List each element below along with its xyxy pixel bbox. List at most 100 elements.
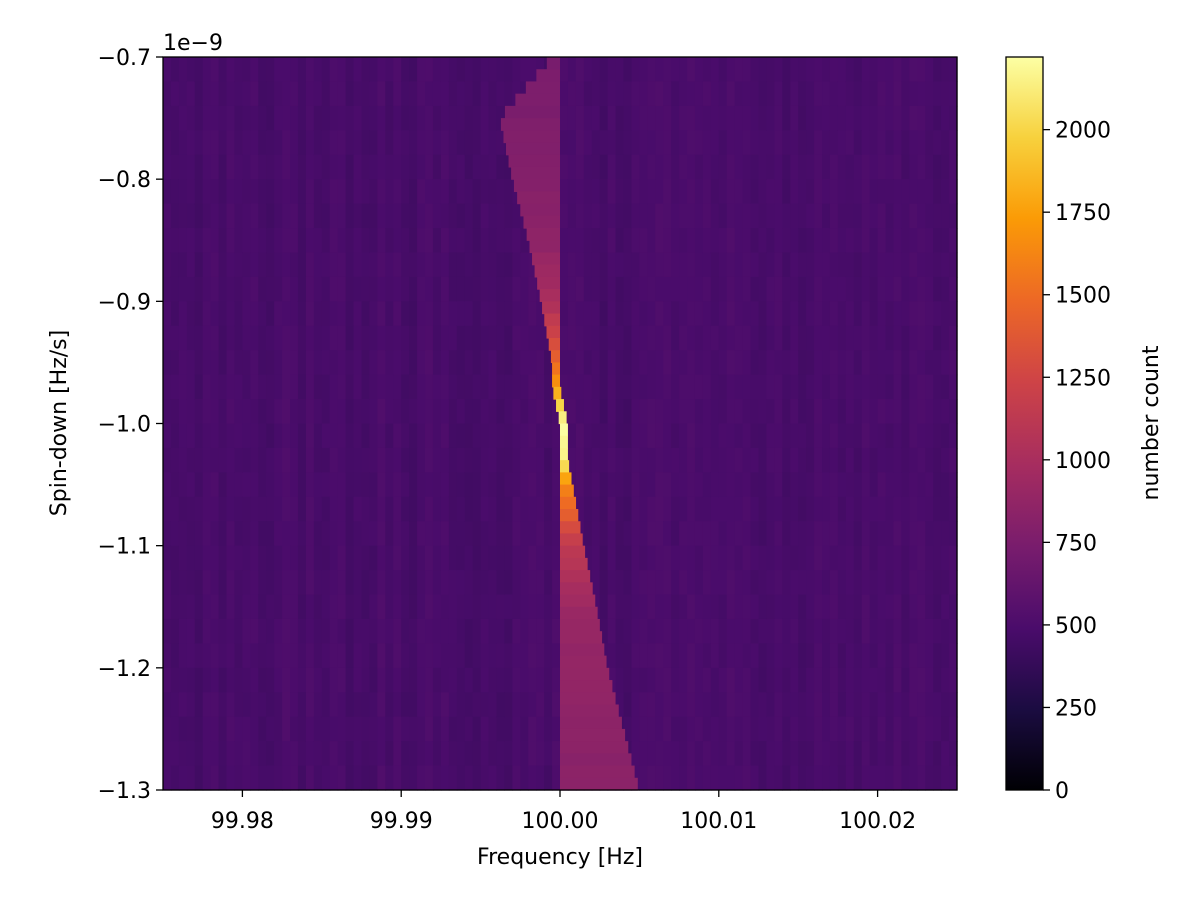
heatmap-cell bbox=[210, 179, 220, 205]
heatmap-cell bbox=[234, 374, 243, 400]
heatmap-cell bbox=[472, 741, 482, 767]
heatmap-cell bbox=[321, 57, 331, 83]
heatmap-cell bbox=[369, 716, 378, 742]
heatmap-cell bbox=[742, 252, 752, 278]
heatmap-cell bbox=[837, 545, 847, 571]
heatmap-cell bbox=[687, 496, 696, 522]
heatmap-cell bbox=[242, 643, 251, 669]
heatmap-cell bbox=[687, 399, 696, 425]
heatmap-cell bbox=[615, 350, 625, 376]
heatmap-cell bbox=[758, 594, 768, 620]
heatmap-cell bbox=[528, 325, 537, 351]
heatmap-cell bbox=[822, 618, 831, 644]
heatmap-cell bbox=[917, 203, 926, 229]
heatmap-cell bbox=[544, 716, 553, 742]
heatmap-cell bbox=[560, 374, 569, 400]
heatmap-cell bbox=[401, 105, 410, 131]
heatmap-cell bbox=[512, 594, 521, 620]
heatmap-cell bbox=[163, 374, 172, 400]
heatmap-cell bbox=[766, 521, 775, 547]
ridge-cell bbox=[537, 276, 560, 290]
heatmap-cell bbox=[290, 276, 299, 302]
heatmap-cell bbox=[631, 374, 640, 400]
heatmap-cell bbox=[496, 545, 506, 571]
heatmap-cell bbox=[941, 350, 950, 376]
heatmap-cell bbox=[186, 350, 196, 376]
heatmap-cell bbox=[345, 643, 355, 669]
heatmap-cell bbox=[623, 228, 633, 254]
heatmap-cell bbox=[655, 130, 664, 156]
heatmap-cell bbox=[440, 618, 450, 644]
heatmap-cell bbox=[742, 301, 752, 327]
heatmap-cell bbox=[575, 447, 585, 473]
heatmap-cell bbox=[694, 447, 704, 473]
heatmap-cell bbox=[790, 252, 799, 278]
heatmap-cell bbox=[822, 692, 831, 718]
heatmap-cell bbox=[258, 570, 267, 596]
heatmap-cell bbox=[472, 521, 482, 547]
heatmap-cell bbox=[274, 423, 283, 449]
heatmap-cell bbox=[258, 203, 267, 229]
heatmap-cell bbox=[313, 252, 323, 278]
heatmap-cell bbox=[861, 399, 871, 425]
heatmap-cell bbox=[226, 472, 236, 498]
heatmap-cell bbox=[774, 643, 783, 669]
heatmap-cell bbox=[742, 130, 752, 156]
heatmap-cell bbox=[345, 496, 355, 522]
heatmap-cell bbox=[528, 350, 537, 376]
heatmap-cell bbox=[750, 521, 760, 547]
heatmap-cell bbox=[178, 692, 188, 718]
heatmap-cell bbox=[829, 447, 839, 473]
heatmap-cell bbox=[432, 105, 442, 131]
heatmap-cell bbox=[464, 496, 474, 522]
heatmap-cell bbox=[488, 423, 498, 449]
heatmap-cell bbox=[560, 350, 569, 376]
heatmap-cell bbox=[464, 594, 474, 620]
heatmap-cell bbox=[845, 252, 855, 278]
heatmap-cell bbox=[321, 472, 331, 498]
heatmap-cell bbox=[790, 325, 799, 351]
heatmap-cell bbox=[432, 618, 442, 644]
heatmap-cell bbox=[337, 350, 347, 376]
heatmap-cell bbox=[226, 594, 236, 620]
heatmap-cell bbox=[949, 741, 958, 767]
heatmap-cell bbox=[464, 57, 474, 83]
heatmap-cell bbox=[274, 179, 283, 205]
x-tick-label: 99.98 bbox=[211, 809, 274, 834]
heatmap-cell bbox=[321, 105, 331, 131]
heatmap-cell bbox=[702, 618, 712, 644]
heatmap-cell bbox=[274, 643, 283, 669]
heatmap-cell bbox=[472, 228, 482, 254]
heatmap-cell bbox=[806, 301, 815, 327]
heatmap-cell bbox=[909, 521, 918, 547]
heatmap-cell bbox=[432, 325, 442, 351]
colorbar-tick-label: 1000 bbox=[1055, 449, 1111, 474]
heatmap-cell bbox=[353, 203, 363, 229]
heatmap-cell bbox=[393, 447, 402, 473]
heatmap-cell bbox=[679, 130, 688, 156]
heatmap-cell bbox=[163, 447, 172, 473]
heatmap-cell bbox=[949, 228, 958, 254]
heatmap-cell bbox=[837, 594, 847, 620]
heatmap-cell bbox=[941, 472, 950, 498]
heatmap-cell bbox=[869, 105, 879, 131]
heatmap-cell bbox=[464, 472, 474, 498]
heatmap-cell bbox=[321, 521, 331, 547]
heatmap-cell bbox=[599, 252, 609, 278]
heatmap-cell bbox=[901, 643, 910, 669]
heatmap-cell bbox=[329, 618, 339, 644]
heatmap-cell bbox=[472, 350, 482, 376]
heatmap-cell bbox=[663, 325, 672, 351]
heatmap-cell bbox=[750, 350, 760, 376]
heatmap-cell bbox=[345, 325, 355, 351]
heatmap-cell bbox=[417, 81, 426, 107]
heatmap-cell bbox=[401, 350, 410, 376]
heatmap-cell bbox=[917, 545, 926, 571]
heatmap-cell bbox=[321, 130, 331, 156]
heatmap-cell bbox=[567, 350, 577, 376]
x-tick-label: 100.01 bbox=[680, 809, 757, 834]
heatmap-cell bbox=[361, 618, 371, 644]
heatmap-cell bbox=[853, 496, 863, 522]
heatmap-cell bbox=[313, 105, 323, 131]
heatmap-cell bbox=[790, 57, 799, 83]
